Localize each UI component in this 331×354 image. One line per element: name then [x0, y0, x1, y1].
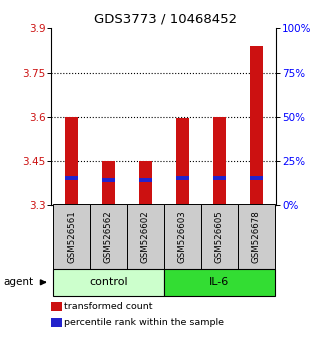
Bar	[176, 118, 189, 205]
Bar	[164, 269, 274, 296]
Text: control: control	[89, 277, 128, 287]
Text: IL-6: IL-6	[209, 277, 229, 287]
Bar	[139, 161, 152, 205]
Text: GDS3773 / 10468452: GDS3773 / 10468452	[94, 12, 237, 25]
Bar	[201, 204, 238, 269]
Bar	[65, 176, 78, 180]
Bar	[139, 178, 152, 182]
Bar	[90, 204, 127, 269]
Text: GSM526678: GSM526678	[252, 210, 260, 263]
Text: GSM526605: GSM526605	[215, 210, 224, 263]
Text: percentile rank within the sample: percentile rank within the sample	[64, 318, 224, 327]
Bar	[250, 46, 262, 205]
Bar	[238, 204, 274, 269]
Bar	[53, 204, 90, 269]
Bar	[65, 117, 78, 205]
Bar	[213, 176, 226, 180]
Bar	[102, 178, 115, 182]
Text: GSM526561: GSM526561	[67, 210, 76, 263]
Text: agent: agent	[3, 277, 33, 287]
Bar	[51, 318, 62, 327]
Text: GSM526562: GSM526562	[104, 210, 113, 263]
Bar	[53, 269, 164, 296]
Text: transformed count: transformed count	[64, 302, 152, 310]
Bar	[127, 204, 164, 269]
Bar	[51, 302, 62, 310]
Bar	[176, 176, 189, 180]
Bar	[213, 117, 226, 205]
Bar	[250, 176, 262, 180]
Bar	[102, 161, 115, 205]
Text: GSM526603: GSM526603	[178, 210, 187, 263]
Bar	[164, 204, 201, 269]
Text: GSM526602: GSM526602	[141, 210, 150, 263]
